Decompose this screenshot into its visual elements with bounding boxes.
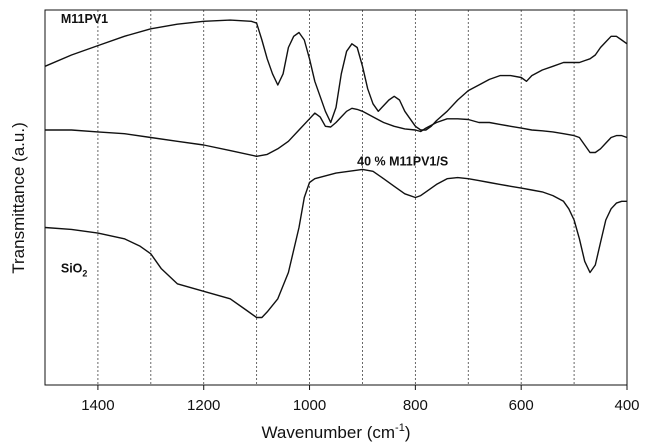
series-label-0: M11PV1 [61, 12, 108, 26]
y-axis-title: Transmittance (a.u.) [9, 122, 28, 273]
series-label-2: SiO2 [61, 262, 88, 279]
x-axis-title: Wavenumber (cm-1) [262, 422, 411, 442]
series-label-1: 40 % M11PV1/S [357, 155, 448, 169]
series-line-0 [44, 19, 628, 131]
gridlines [97, 10, 575, 385]
series-group [44, 19, 628, 319]
x-tick-label-1200: 1200 [187, 397, 220, 414]
x-tick-label-600: 600 [509, 397, 534, 414]
x-axis-ticks: 1400 1200 1000 800 600 400 [81, 385, 640, 414]
series-labels: M11PV1 40 % M11PV1/S SiO2 [61, 12, 448, 278]
x-tick-label-1000: 1000 [293, 397, 326, 414]
x-tick-label-400: 400 [614, 397, 639, 414]
x-tick-label-1400: 1400 [81, 397, 114, 414]
x-tick-label-800: 800 [403, 397, 428, 414]
plot-frame [44, 9, 628, 386]
series-line-1 [45, 107, 628, 157]
series-line-2 [44, 168, 627, 319]
